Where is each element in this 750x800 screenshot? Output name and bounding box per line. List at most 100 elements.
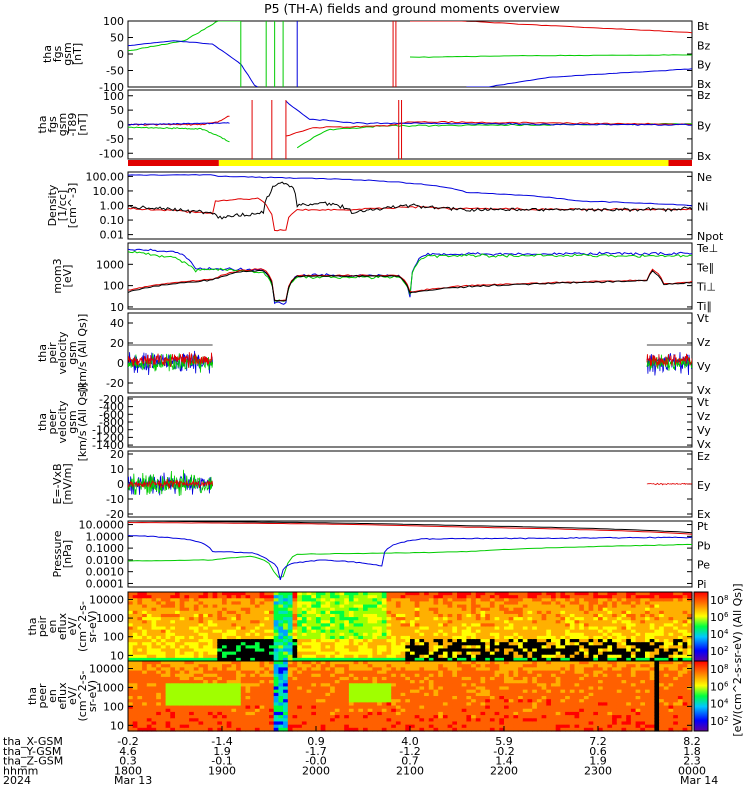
x-axis-labels: tha_X-GSM -0.2 -1.4 0.9 4.0 5.9 7.2 8.2 tha_Y-GS… <box>3 726 718 787</box>
ylabel-line: Pressure <box>51 530 64 577</box>
legend-label-Ni: Ni <box>697 201 708 214</box>
status-bar-segment <box>218 160 669 166</box>
ytick-label: 20 <box>110 337 124 350</box>
xaxis-value: 0.6 <box>589 745 607 758</box>
panel-frame-6 <box>127 396 693 448</box>
legend-label-Vz: Vz <box>697 336 711 349</box>
ylabel-line: [nT] <box>76 113 89 135</box>
xaxis-value: 7.2 <box>589 735 607 748</box>
panel-frame-5 <box>127 312 693 394</box>
ylabel-line: -T89 <box>66 113 79 137</box>
legend-label-Vt: Vt <box>697 396 710 409</box>
xaxis-value: 1.8 <box>683 745 701 758</box>
ytick-label: 0.01 <box>100 229 125 242</box>
ytick-label: 1000 <box>96 258 124 271</box>
legend-label-Vy: Vy <box>697 360 711 373</box>
legend-label-Ez: Ez <box>697 450 710 463</box>
ylabel-line: gsm <box>66 410 79 433</box>
ytick-label: -50 <box>106 65 124 78</box>
ytick-label: -10 <box>106 493 124 506</box>
xaxis-value: -1.4 <box>211 735 232 748</box>
legend-label-Npot: Npot <box>697 230 724 243</box>
xaxis-value: 1800 <box>114 764 142 777</box>
ylabel-line: [eV] <box>61 265 74 288</box>
ytick-label: -100 <box>99 147 124 160</box>
series-Bz-fgs <box>410 21 692 34</box>
ylabel-line: tha <box>41 45 54 63</box>
ylabel-line: sr-eV) <box>86 610 99 642</box>
ytick-label: 100.00 <box>86 170 125 183</box>
series-Ti-par <box>128 250 692 302</box>
legend-label-By: By <box>697 120 712 133</box>
ytick-label: -600 <box>99 408 124 421</box>
ytick-label: 0 <box>117 357 124 370</box>
ytick-label: 0 <box>117 119 124 132</box>
ytick-label: 0 <box>117 478 124 491</box>
panels-group: 100500-50-100thafgsgsm[nT]BtBzByBx100500… <box>26 15 724 732</box>
ylabel-line: [cm^-3] <box>66 183 79 229</box>
ylabel-line: [mV/m] <box>61 463 74 504</box>
ylabel-line: eflux <box>56 612 69 640</box>
ylabel-line: tha <box>26 617 39 635</box>
xaxis-value: 2200 <box>490 764 518 777</box>
ylabel-line: Density <box>46 184 59 226</box>
xaxis-value: 0.3 <box>119 755 137 768</box>
series-Bx-fgs-2 <box>466 68 692 87</box>
ytick-label: 0.10 <box>100 214 125 227</box>
series-Ez <box>128 478 213 489</box>
ylabel-line: [nPa] <box>61 540 74 568</box>
legend-label-Vy: Vy <box>697 424 711 437</box>
legend-label-Te⊥: Te⊥ <box>696 242 718 255</box>
ylabel-line: velocity <box>56 400 69 443</box>
xaxis-row-label: tha_X-GSM <box>3 735 63 748</box>
legend-label-Bt: Bt <box>697 20 710 33</box>
legend-label-Ti∥: Ti∥ <box>696 300 712 313</box>
legend-label-Pb: Pb <box>697 539 711 552</box>
xaxis-value: 5.9 <box>495 735 513 748</box>
ytick-label: 100 <box>103 700 124 713</box>
colorbar-label: [eV/(cm^2-s-sr-eV) (All Qs)] <box>731 583 744 736</box>
ytick-label: 100 <box>103 280 124 293</box>
legend-label-Pi: Pi <box>697 578 706 591</box>
legend-label-Vz: Vz <box>697 410 711 423</box>
ytick-label: -1200 <box>92 431 124 444</box>
legend-label-Te∥: Te∥ <box>696 261 714 274</box>
colorbar-tick: 108 <box>710 594 728 607</box>
xaxis-row-label: tha_Y-GSM <box>3 745 61 758</box>
colorbar-tick: 106 <box>710 611 729 624</box>
series-Pt <box>128 521 692 534</box>
series-By-t89 <box>128 126 230 143</box>
colorbar-scale <box>693 660 709 732</box>
ylabel-line: gsm <box>56 113 69 136</box>
ytick-label: 1000 <box>96 612 124 625</box>
xaxis-value: Mar 14 <box>680 774 718 787</box>
ylabel-line: tha <box>36 115 49 133</box>
series-Bx-fgs <box>128 40 258 87</box>
series-Bx-t89-2 <box>285 100 692 126</box>
ytick-label: 0.0001 <box>86 577 125 590</box>
ytick-label: 10.00 <box>93 185 125 198</box>
xaxis-value: -0.2 <box>117 735 138 748</box>
xaxis-row-label: hhmm <box>3 764 38 777</box>
ylabel-line: (cm^2-s- <box>76 671 89 722</box>
ytick-label: -100 <box>99 81 124 94</box>
ylabel-line: sr-eV) <box>86 680 99 712</box>
ytick-label: -1400 <box>92 439 124 452</box>
legend-label-Vx: Vx <box>697 384 712 397</box>
series-Vz-ion <box>128 352 213 369</box>
series-Pe <box>128 543 692 578</box>
ylabel-line: gsm <box>61 42 74 65</box>
xaxis-value: -1.2 <box>399 745 420 758</box>
legend-label-Ne: Ne <box>697 171 712 184</box>
legend-label-By: By <box>697 59 712 72</box>
xaxis-value: 2.3 <box>683 755 701 768</box>
spectrogram-panel-10 <box>128 661 693 732</box>
ytick-label: 10 <box>110 463 124 476</box>
xaxis-value: 4.0 <box>401 735 419 748</box>
xaxis-value: 2000 <box>302 764 330 777</box>
series-Ni <box>128 181 692 220</box>
legend-label-Pt: Pt <box>697 520 709 533</box>
legend-label-Bx: Bx <box>697 150 712 163</box>
legend-label-Vt: Vt <box>697 312 710 325</box>
